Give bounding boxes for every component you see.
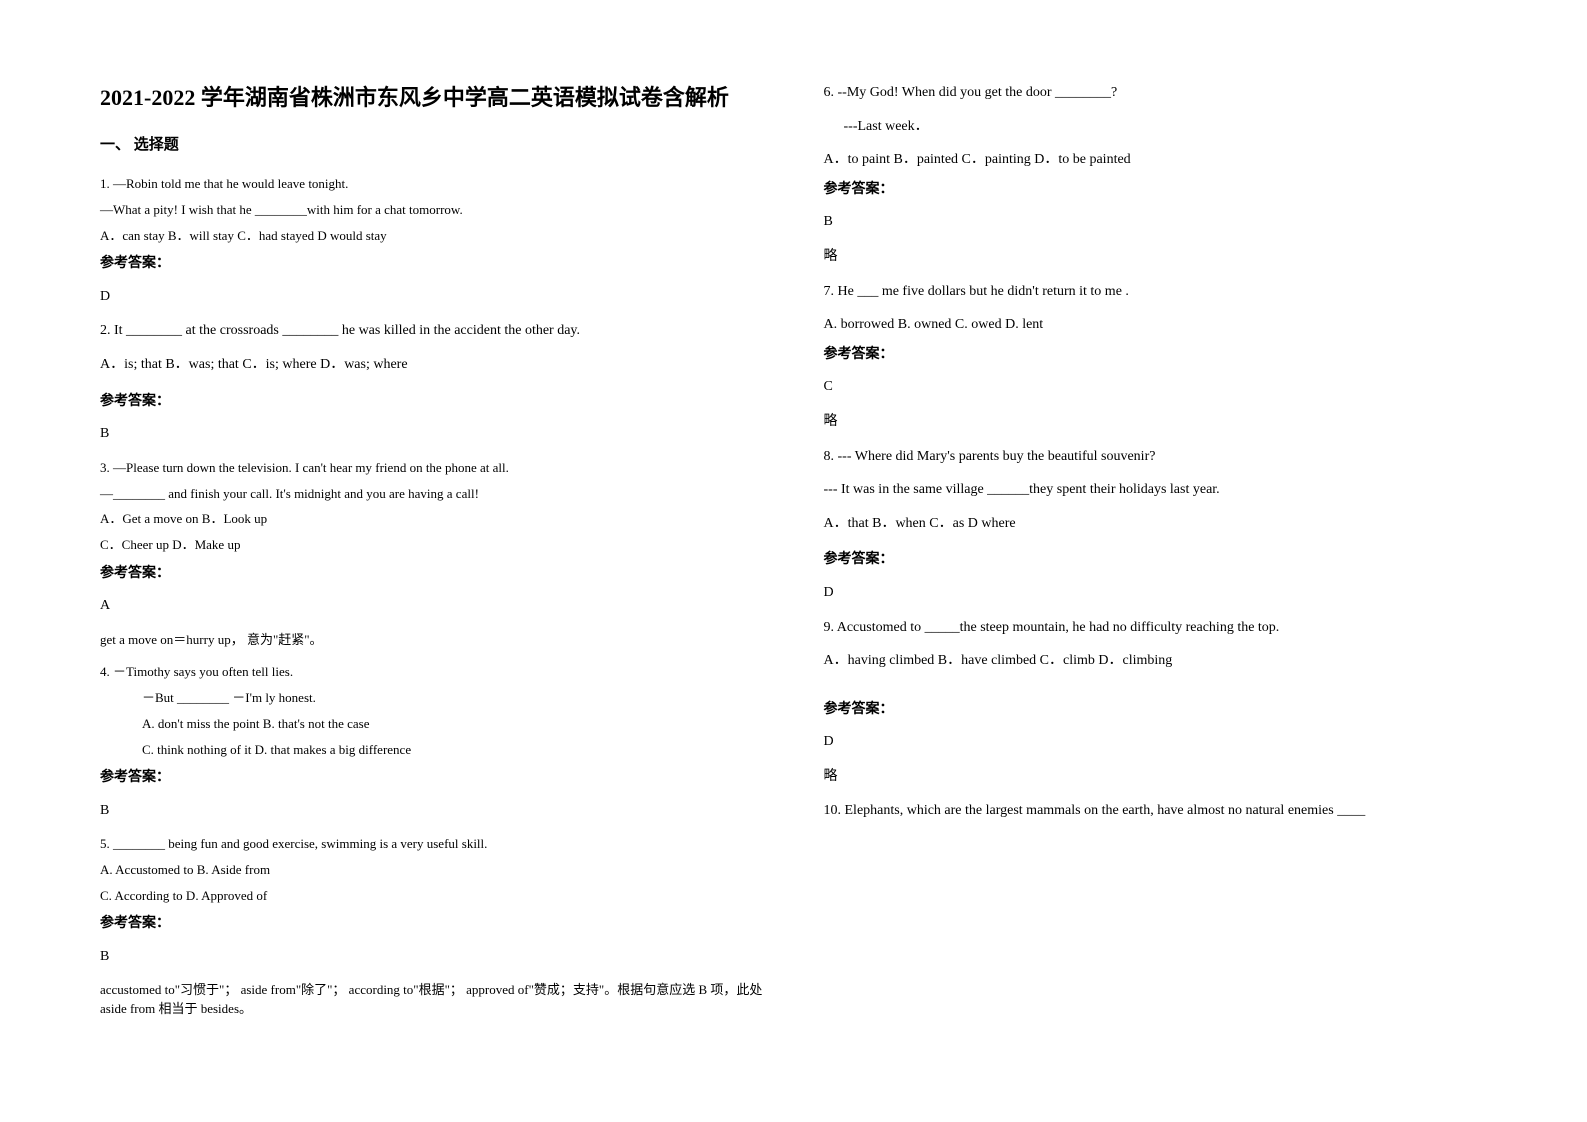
q4-line2: －But ________ －I'm ly honest. bbox=[100, 686, 764, 711]
q6-line1: 6. --My God! When did you get the door _… bbox=[824, 80, 1488, 107]
q6-note: 略 bbox=[824, 244, 1488, 271]
q5-line1: 5. ________ being fun and good exercise,… bbox=[100, 832, 764, 857]
q1-answer: D bbox=[100, 284, 764, 311]
question-1: 1. —Robin told me that he would leave to… bbox=[100, 172, 764, 310]
q5-note: accustomed to"习惯于"； aside from"除了"； acco… bbox=[100, 979, 764, 1017]
q5-options-a: A. Accustomed to B. Aside from bbox=[100, 858, 764, 883]
q7-answer-label: 参考答案： bbox=[824, 342, 1488, 369]
question-2: 2. It ________ at the crossroads _______… bbox=[100, 318, 764, 447]
q9-note: 略 bbox=[824, 764, 1488, 791]
q3-answer-label: 参考答案： bbox=[100, 561, 764, 588]
q2-line1: 2. It ________ at the crossroads _______… bbox=[100, 318, 764, 345]
q4-answer: B bbox=[100, 798, 764, 825]
q5-options-c: C. According to D. Approved of bbox=[100, 884, 764, 909]
q3-options-a: A．Get a move on B．Look up bbox=[100, 507, 764, 532]
q8-line2: --- It was in the same village ______the… bbox=[824, 477, 1488, 504]
question-7: 7. He ___ me five dollars but he didn't … bbox=[824, 279, 1488, 436]
q8-answer: D bbox=[824, 580, 1488, 607]
q8-line1: 8. --- Where did Mary's parents buy the … bbox=[824, 444, 1488, 471]
question-8: 8. --- Where did Mary's parents buy the … bbox=[824, 444, 1488, 607]
question-6: 6. --My God! When did you get the door _… bbox=[824, 80, 1488, 271]
q6-answer-label: 参考答案： bbox=[824, 177, 1488, 204]
q4-options-a: A. don't miss the point B. that's not th… bbox=[100, 712, 764, 737]
q1-options: A．can stay B．will stay C．had stayed D wo… bbox=[100, 224, 764, 249]
q7-line1: 7. He ___ me five dollars but he didn't … bbox=[824, 279, 1488, 306]
question-3: 3. —Please turn down the television. I c… bbox=[100, 456, 764, 653]
q3-line1: 3. —Please turn down the television. I c… bbox=[100, 456, 764, 481]
q7-options: A. borrowed B. owned C. owed D. lent bbox=[824, 312, 1488, 339]
q3-options-c: C．Cheer up D．Make up bbox=[100, 533, 764, 558]
question-4: 4. －Timothy says you often tell lies. －B… bbox=[100, 660, 764, 824]
q3-answer: A bbox=[100, 593, 764, 620]
q10-line1: 10. Elephants, which are the largest mam… bbox=[824, 798, 1488, 825]
q1-line1: 1. —Robin told me that he would leave to… bbox=[100, 172, 764, 197]
q7-note: 略 bbox=[824, 409, 1488, 436]
q9-answer: D bbox=[824, 729, 1488, 756]
q2-options: A．is; that B．was; that C．is; where D．was… bbox=[100, 352, 764, 379]
q4-answer-label: 参考答案： bbox=[100, 765, 764, 792]
q8-answer-label: 参考答案： bbox=[824, 547, 1488, 574]
section-1-header: 一、 选择题 bbox=[100, 133, 764, 154]
q9-line1: 9. Accustomed to _____the steep mountain… bbox=[824, 615, 1488, 642]
q3-note: get a move on＝hurry up， 意为"赶紧"。 bbox=[100, 628, 764, 653]
question-5: 5. ________ being fun and good exercise,… bbox=[100, 832, 764, 970]
q1-answer-label: 参考答案： bbox=[100, 251, 764, 278]
q5-answer-label: 参考答案： bbox=[100, 911, 764, 938]
q4-line1: 4. －Timothy says you often tell lies. bbox=[100, 660, 764, 685]
q6-line2: ---Last week． bbox=[824, 114, 1488, 141]
q1-line2: —What a pity! I wish that he ________wit… bbox=[100, 198, 764, 223]
q2-answer: B bbox=[100, 421, 764, 448]
q6-answer: B bbox=[824, 209, 1488, 236]
question-10: 10. Elephants, which are the largest mam… bbox=[824, 798, 1488, 825]
q4-options-c: C. think nothing of it D. that makes a b… bbox=[100, 738, 764, 763]
question-9: 9. Accustomed to _____the steep mountain… bbox=[824, 615, 1488, 791]
doc-title: 2021-2022 学年湖南省株洲市东风乡中学高二英语模拟试卷含解析 bbox=[100, 80, 764, 115]
q2-answer-label: 参考答案： bbox=[100, 389, 764, 416]
q3-line2: —________ and finish your call. It's mid… bbox=[100, 482, 764, 507]
q6-options: A．to paint B．painted C．painting D．to be … bbox=[824, 147, 1488, 174]
q8-options: A．that B．when C．as D where bbox=[824, 511, 1488, 538]
q5-answer: B bbox=[100, 944, 764, 971]
q9-options: A．having climbed B．have climbed C．climb … bbox=[824, 648, 1488, 675]
q7-answer: C bbox=[824, 374, 1488, 401]
q9-answer-label: 参考答案： bbox=[824, 697, 1488, 724]
